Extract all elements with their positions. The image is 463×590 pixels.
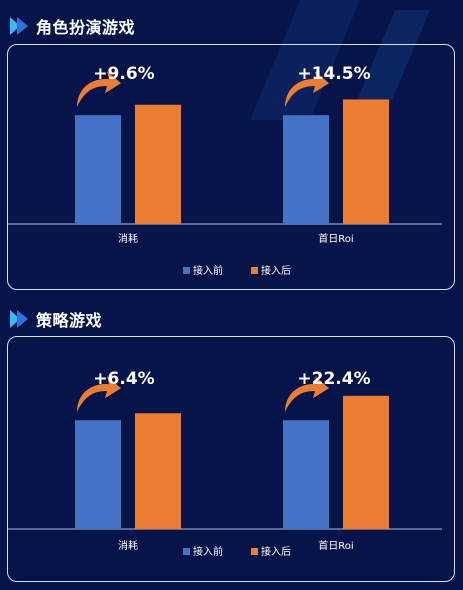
- growth-label-0: +6.4%: [93, 369, 154, 389]
- bar-chart-2: +6.4% 消耗 +22.4% 首日Roi 接入前 接入后: [8, 369, 442, 558]
- bar-before-1: [283, 420, 329, 529]
- growth-label-1: +22.4%: [297, 369, 370, 389]
- curved-arrow-up-right-icon: [285, 71, 329, 108]
- category-label-0: 消耗: [118, 232, 138, 245]
- legend-label-0: 接入前: [193, 264, 223, 277]
- section-title-text: 角色扮演游戏: [36, 18, 136, 37]
- legend-label-0: 接入前: [193, 545, 223, 558]
- bar-before-0: [75, 420, 121, 529]
- legend-swatch-0: [183, 548, 190, 555]
- legend-swatch-1: [251, 267, 258, 274]
- bar-before-0: [75, 115, 121, 224]
- curved-arrow-up-right-icon: [77, 376, 121, 413]
- category-label-0: 消耗: [118, 539, 138, 552]
- bar-before-1: [283, 115, 329, 224]
- chart-panel-2: +6.4% 消耗 +22.4% 首日Roi 接入前 接入后: [7, 336, 455, 582]
- growth-label-1: +14.5%: [297, 64, 370, 84]
- legend-swatch-0: [183, 267, 190, 274]
- legend-label-1: 接入后: [261, 264, 291, 277]
- bar-chart-1: +9.6% 消耗 +14.5% 首日Roi 接入前 接入后: [8, 64, 442, 277]
- growth-label-0: +9.6%: [93, 64, 154, 84]
- curved-arrow-up-right-icon: [285, 376, 329, 413]
- category-label-1: 首日Roi: [318, 539, 353, 552]
- bar-after-1: [343, 99, 389, 224]
- bar-after-0: [135, 104, 181, 224]
- section-title-2: 策略游戏: [8, 307, 102, 331]
- legend-label-1: 接入后: [261, 545, 291, 558]
- double-chevron-right-icon: [10, 310, 28, 328]
- curved-arrow-up-right-icon: [77, 71, 121, 108]
- category-label-1: 首日Roi: [318, 232, 353, 245]
- bar-after-1: [343, 395, 389, 529]
- chart-panel-1: +9.6% 消耗 +14.5% 首日Roi 接入前 接入后: [7, 44, 455, 290]
- section-title-1: 角色扮演游戏: [8, 14, 135, 38]
- section-title-text: 策略游戏: [36, 311, 103, 330]
- legend-swatch-1: [251, 548, 258, 555]
- double-chevron-right-icon: [10, 17, 28, 35]
- bar-after-0: [135, 413, 181, 529]
